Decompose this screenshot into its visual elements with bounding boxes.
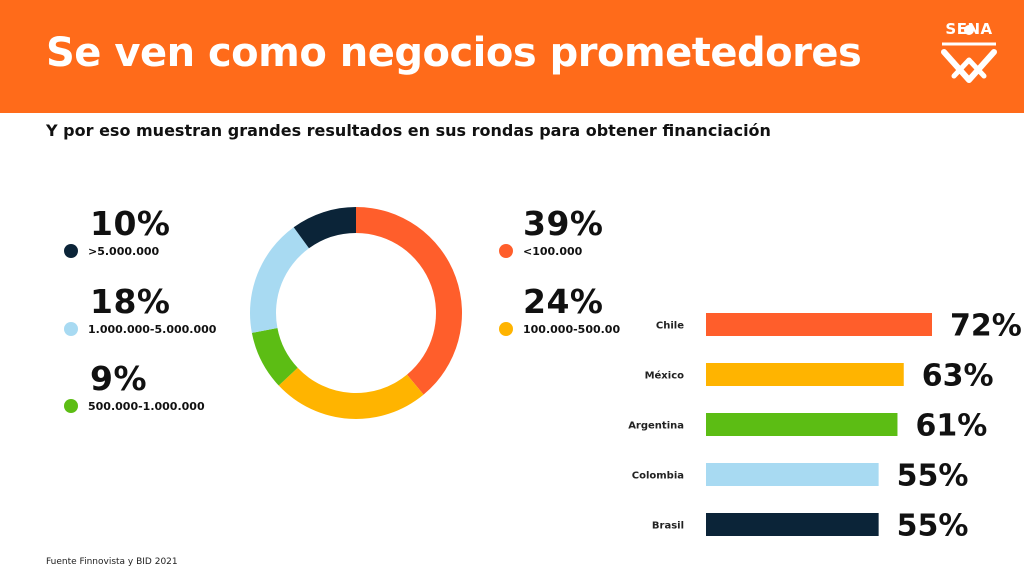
legend-range: 1.000.000-5.000.000 [88,322,217,336]
legend-range: 500.000-1.000.000 [88,399,205,413]
bar-colombia [706,463,879,486]
sena-logo: SENA [934,20,1004,92]
bar-value-label: 63% [922,359,994,394]
legend-item-gt-5m: 10% >5.000.000 [64,207,171,258]
legend-item-100k-500k: 24% 100.000-500.00 [499,285,620,336]
source-footnote: Fuente Finnovista y BID 2021 [46,557,178,567]
donut-slice-0 [356,207,462,395]
legend-item-1m-5m: 18% 1.000.000-5.000.000 [64,285,216,336]
legend-percent: 18% [90,282,171,321]
header-banner: Se ven como negocios prometedores SENA [0,0,1024,113]
legend-range: <100.000 [523,244,583,258]
bar-category-label: Brasil [652,521,684,532]
legend-range: 100.000-500.00 [523,322,621,336]
bar-value-label: 72% [950,309,1022,344]
legend-dot [64,399,78,413]
donut-slice-1 [278,367,424,419]
bar-value-label: 55% [897,459,969,494]
legend-percent: 24% [523,282,604,321]
bar-chile [706,313,932,336]
bar-value-label: 55% [897,509,969,544]
bar-value-label: 61% [915,409,987,444]
legend-range: >5.000.000 [88,244,160,258]
page-title: Se ven como negocios prometedores [46,30,862,76]
donut-chart [250,207,462,419]
donut-slice-3 [250,227,309,333]
bar-category-label: Chile [656,321,684,332]
legend-dot [499,322,513,336]
legend-item-500k-1m: 9% 500.000-1.000.000 [64,362,205,413]
sena-logo-mark-icon [941,25,997,83]
subtitle: Y por eso muestran grandes resultados en… [46,121,771,140]
legend-dot [499,244,513,258]
bar-méxico [706,363,904,386]
legend-percent: 10% [90,204,171,243]
bar-category-label: Argentina [628,421,684,432]
legend-dot [64,244,78,258]
bar-category-label: México [645,370,685,382]
bar-chart: Chile 72% México 63% Argentina 61% Colombia 55%… [628,309,1022,544]
legend-percent: 9% [90,359,148,398]
legend-dot [64,322,78,336]
donut-slice-4 [293,207,356,249]
legend-percent: 39% [523,204,604,243]
bar-brasil [706,513,879,536]
bar-category-label: Colombia [632,471,684,482]
legend-item-lt-100k: 39% <100.000 [499,207,604,258]
bar-argentina [706,413,898,436]
donut-slice-2 [251,327,298,386]
